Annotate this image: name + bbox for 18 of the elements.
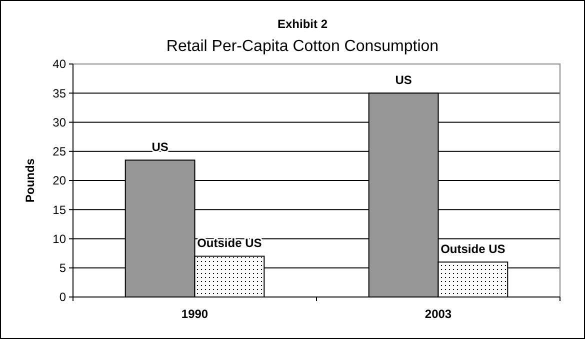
y-tick-label: 40 [52, 57, 66, 72]
y-tick-label: 35 [52, 86, 66, 100]
series-label: US [152, 140, 168, 154]
y-tick-label: 15 [52, 202, 66, 217]
y-tick-label: 20 [52, 174, 66, 188]
text: Outside US [197, 236, 262, 250]
y-tick-label: 10 [52, 232, 66, 246]
series-label: Outside US [440, 242, 506, 256]
y-tick-label: 0 [59, 290, 66, 304]
y-tick-label: 30 [52, 115, 66, 130]
text: US [395, 73, 412, 88]
y-axis-title: Pounds [23, 158, 37, 202]
chart-subtitle: Exhibit 2 [277, 17, 328, 31]
y-tick-label: 25 [52, 144, 66, 159]
y-tick-label: 5 [59, 261, 66, 276]
x-tick-label: 1990 [181, 307, 208, 321]
chart-title: Retail Per-Capita Cotton Consumption [166, 38, 439, 55]
x-tick-label: 2003 [424, 307, 452, 321]
